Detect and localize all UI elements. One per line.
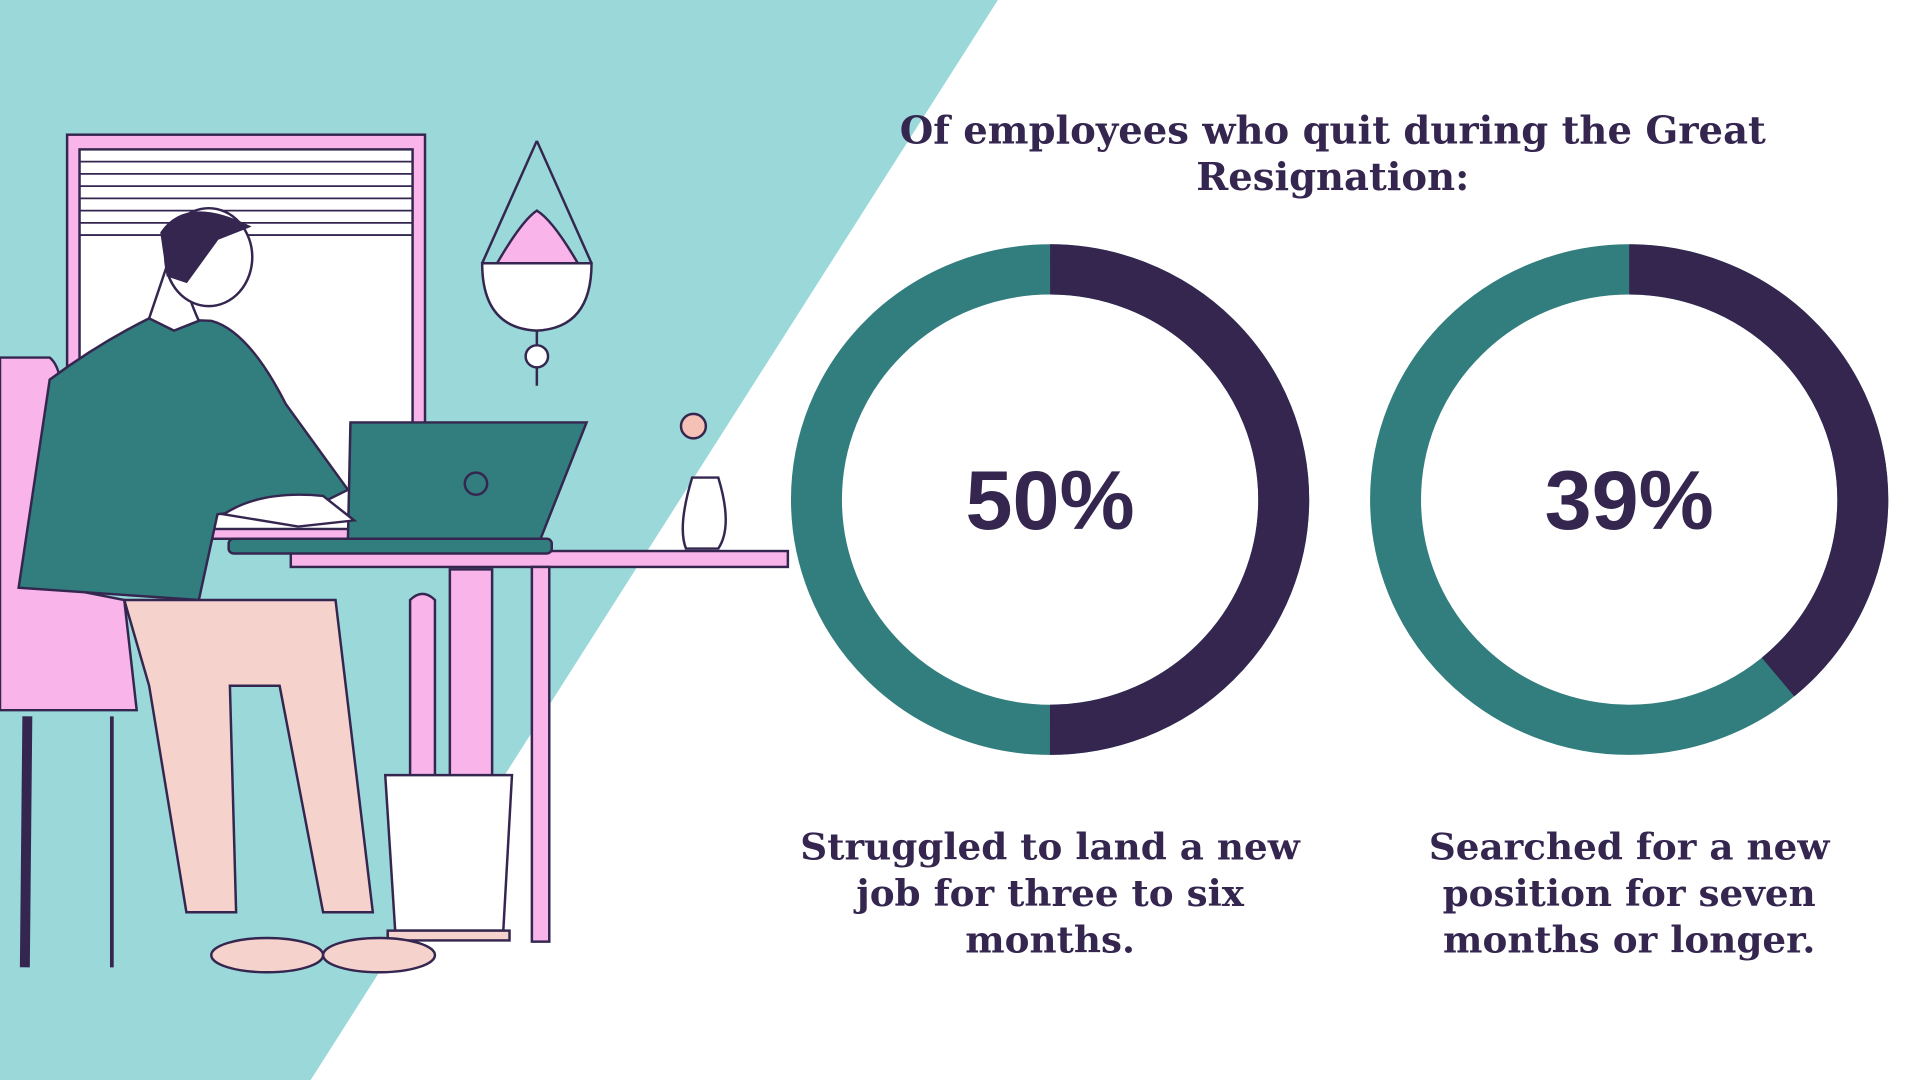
donut-1-label: 50% (965, 454, 1135, 548)
donut-1-caption: Struggled to land a new job for three to… (800, 826, 1300, 963)
donut-2-highlight-segment (1370, 244, 1889, 755)
donut-1-highlight-segment (790, 244, 1310, 755)
donut-charts (790, 244, 1889, 755)
chart-title: Of employees who quit during the Great R… (899, 108, 1766, 200)
desk-illustration (289, 412, 790, 943)
donut-2-label: 39% (1544, 454, 1714, 548)
person-illustration (17, 206, 589, 974)
donut-2-caption: Searched for a new position for seven mo… (1428, 826, 1830, 963)
hanging-plant-illustration (480, 140, 593, 386)
